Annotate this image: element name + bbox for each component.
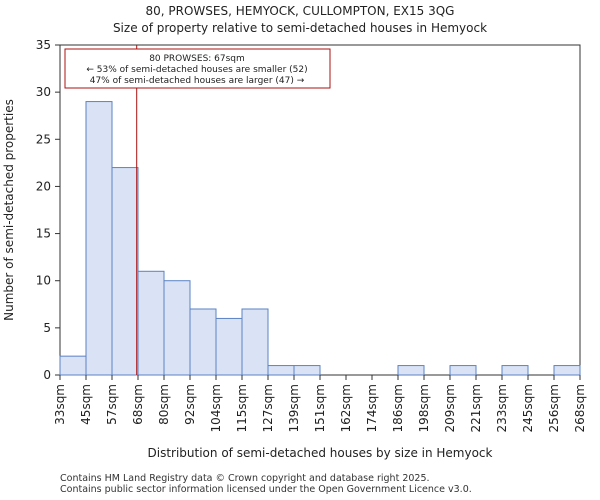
x-tick-label: 139sqm (287, 384, 301, 432)
histogram-bar (553, 365, 581, 376)
y-tick-label: 10 (36, 274, 51, 288)
histogram-bar (163, 280, 191, 376)
y-tick-label: 0 (43, 368, 51, 382)
x-tick-label: 45sqm (79, 384, 93, 425)
x-tick-label: 33sqm (53, 384, 67, 425)
histogram-bar (215, 317, 243, 376)
annotation-box (64, 48, 331, 89)
x-tick-label: 186sqm (391, 384, 405, 432)
x-tick-label: 256sqm (547, 384, 561, 432)
x-axis-label: Distribution of semi-detached houses by … (148, 446, 493, 460)
x-tick-label: 92sqm (183, 384, 197, 425)
x-tick-label: 268sqm (573, 384, 587, 432)
chart-subtitle: Size of property relative to semi-detach… (112, 21, 488, 35)
y-tick-label: 25 (36, 132, 51, 146)
histogram-bar (85, 101, 113, 376)
x-tick-label: 115sqm (235, 384, 249, 432)
chart-title: 80, PROWSES, HEMYOCK, CULLOMPTON, EX15 3… (145, 4, 455, 18)
histogram-bar (241, 308, 269, 376)
x-tick-label: 80sqm (157, 384, 171, 425)
histogram-bar (189, 308, 217, 376)
x-tick-label: 245sqm (521, 384, 535, 432)
x-tick-label: 68sqm (131, 384, 145, 425)
y-tick-label: 30 (36, 85, 51, 99)
x-tick-label: 104sqm (209, 384, 223, 432)
histogram-bar (111, 167, 139, 376)
histogram-bar (449, 365, 477, 376)
x-tick-label: 209sqm (443, 384, 457, 432)
x-tick-label: 151sqm (313, 384, 327, 432)
histogram-bar (137, 270, 165, 376)
footer-copyright: Contains HM Land Registry data © Crown c… (60, 473, 430, 484)
x-tick-label: 174sqm (365, 384, 379, 432)
x-tick-label: 162sqm (339, 384, 353, 432)
annotation-line3: 47% of semi-detached houses are larger (… (90, 76, 305, 86)
x-tick-label: 198sqm (417, 384, 431, 432)
annotation-line1: 80 PROWSES: 67sqm (149, 54, 245, 64)
x-tick-label: 233sqm (495, 384, 509, 432)
x-tick-label: 127sqm (261, 384, 275, 432)
y-tick-label: 5 (43, 321, 51, 335)
histogram-bar (501, 365, 529, 376)
x-tick-label: 57sqm (105, 384, 119, 425)
annotation-line2: ← 53% of semi-detached houses are smalle… (86, 65, 307, 75)
x-tick-label: 221sqm (469, 384, 483, 432)
y-tick-label: 35 (36, 38, 51, 52)
footer-licence: Contains public sector information licen… (60, 484, 472, 495)
histogram-bar (293, 365, 321, 376)
y-tick-label: 20 (36, 179, 51, 193)
histogram-bar (397, 365, 425, 376)
histogram-bar (267, 365, 295, 376)
y-axis-label: Number of semi-detached properties (2, 99, 16, 321)
y-tick-label: 15 (36, 227, 51, 241)
histogram-bar (59, 355, 87, 376)
